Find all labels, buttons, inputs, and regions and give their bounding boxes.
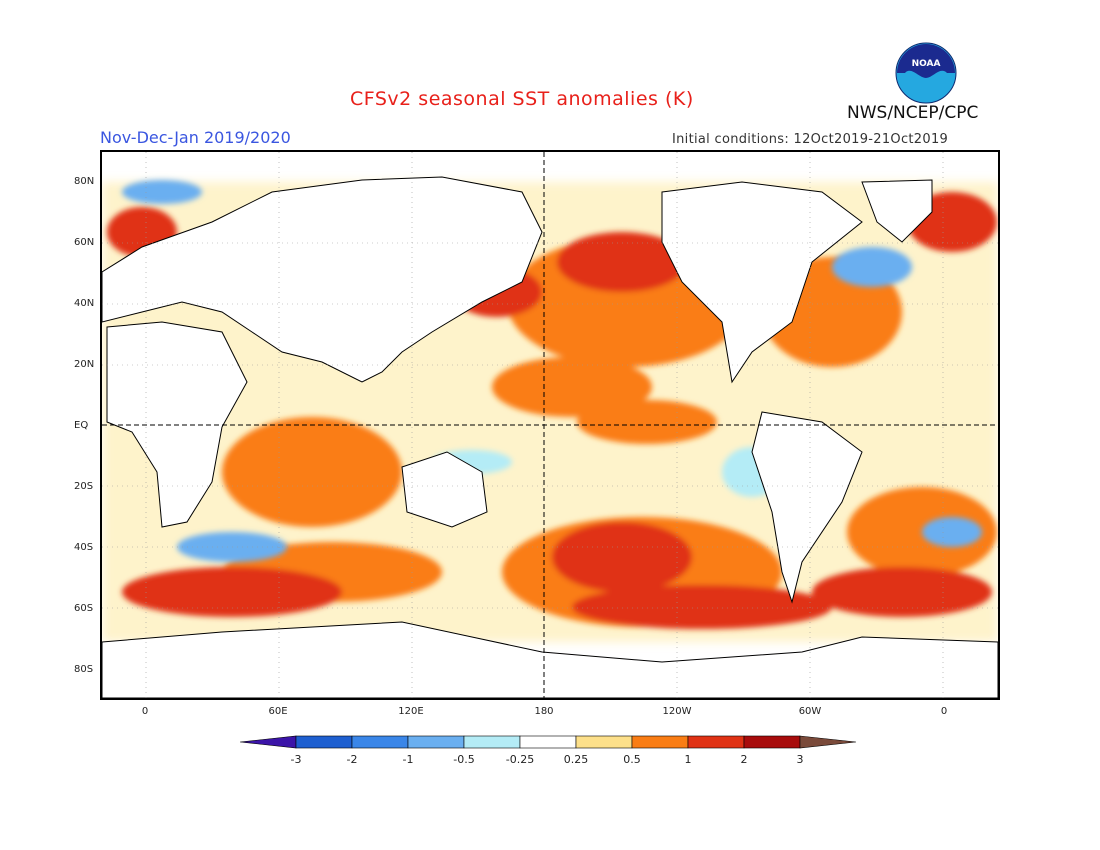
lon-label: 0 <box>940 706 948 717</box>
colorbar-segment <box>519 735 577 749</box>
colorbar-label: -2 <box>346 753 358 766</box>
colorbar-segment <box>407 735 465 749</box>
sst-anomaly-map <box>100 150 1000 700</box>
colorbar-segment <box>295 735 353 749</box>
colorbar-segment <box>351 735 409 749</box>
colorbar-label: 0.5 <box>623 753 641 766</box>
colorbar-segment <box>463 735 521 749</box>
colorbar-segment <box>687 735 745 749</box>
colorbar-label: 2 <box>740 753 748 766</box>
lat-label: 20S <box>74 481 94 492</box>
colorbar-label: -3 <box>290 753 302 766</box>
lon-label: 60W <box>798 706 822 717</box>
colorbar-segment <box>743 735 801 749</box>
lat-label: 80N <box>74 176 95 187</box>
lat-label: 80S <box>74 664 94 675</box>
lon-label: 120E <box>398 706 424 717</box>
colorbar-segment <box>240 735 297 749</box>
lon-label: 60E <box>268 706 288 717</box>
colorbar-label: -0.5 <box>453 753 475 766</box>
lat-label: 40S <box>74 542 94 553</box>
lon-label: 180 <box>534 706 554 717</box>
colorbar-label: -0.25 <box>505 753 535 766</box>
colorbar-segment <box>631 735 689 749</box>
lon-label: 120W <box>662 706 692 717</box>
lat-label: 20N <box>74 359 95 370</box>
initial-conditions-label: Initial conditions: 12Oct2019-21Oct2019 <box>672 132 949 147</box>
colorbar-label: 0.25 <box>563 753 589 766</box>
colorbar-label: -1 <box>402 753 414 766</box>
lat-label: 60N <box>74 237 95 248</box>
colorbar-label: 3 <box>796 753 804 766</box>
map-title: CFSv2 seasonal SST anomalies (K) <box>350 88 694 110</box>
noaa-logo-icon: NOAA <box>895 42 957 104</box>
svg-text:NOAA: NOAA <box>912 59 941 69</box>
lat-label: EQ <box>74 420 89 431</box>
organization-label: NWS/NCEP/CPC <box>847 103 979 123</box>
lon-label: 0 <box>141 706 149 717</box>
colorbar-segment <box>575 735 633 749</box>
color-scale-bar <box>240 735 857 749</box>
map-canvas <box>102 152 998 698</box>
colorbar-label: 1 <box>684 753 692 766</box>
colorbar-segment <box>799 735 857 749</box>
forecast-period: Nov-Dec-Jan 2019/2020 <box>100 128 291 147</box>
lat-label: 40N <box>74 298 95 309</box>
lat-label: 60S <box>74 603 94 614</box>
